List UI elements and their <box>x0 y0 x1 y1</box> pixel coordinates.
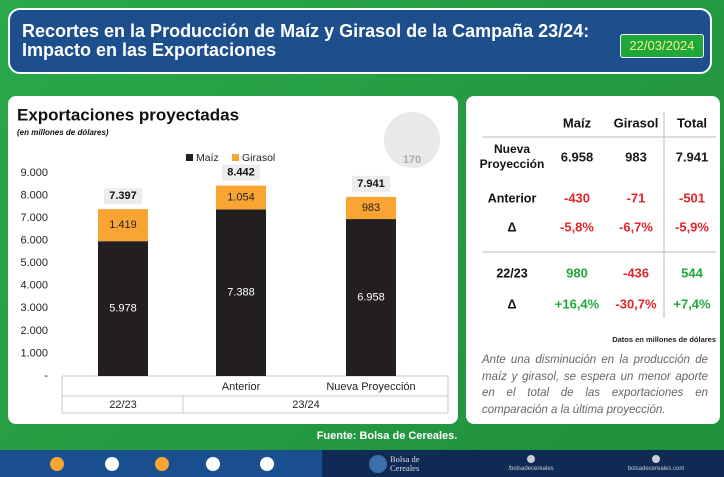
table-note: Datos en millones de dólares <box>612 335 716 344</box>
group-label: 23/24 <box>292 399 320 411</box>
y-tick-label: 2.000 <box>20 325 48 337</box>
y-tick-label: 6.000 <box>20 235 48 247</box>
total-box <box>104 188 142 205</box>
title-line: Recortes en la Producción de Maíz y Gira… <box>22 21 590 41</box>
table-panel <box>466 96 720 424</box>
icon[interactable] <box>105 457 119 471</box>
column-header: Girasol <box>614 115 659 130</box>
social-icon[interactable] <box>527 455 535 463</box>
bar <box>346 196 396 220</box>
column-header: Maíz <box>563 115 592 130</box>
comment: Ante una disminución en la producción de… <box>482 354 708 416</box>
row-label: Δ <box>508 297 517 311</box>
row-label: Anterior <box>488 191 537 205</box>
value-label: 6.958 <box>357 291 385 303</box>
group-label: 22/23 <box>109 399 137 411</box>
social[interactable]: /bolsadecereales <box>508 466 554 472</box>
value-label: 1.054 <box>227 191 255 203</box>
logo <box>369 455 387 473</box>
value-label: 7.388 <box>227 287 255 299</box>
bar <box>98 209 148 242</box>
value-label: 983 <box>362 202 380 214</box>
web[interactable]: bolsadecereales.com <box>627 466 685 472</box>
header: Recortes en la Producción de Maíz y Gira… <box>8 8 712 74</box>
y-tick-label: 4.000 <box>20 280 48 292</box>
source: Fuente: Bolsa de Cereales. <box>316 430 458 442</box>
column-header: Total <box>677 115 707 130</box>
cell: -436 <box>623 265 649 280</box>
cell: 544 <box>681 265 703 280</box>
header-title: Recortes en la Producción de Maíz y Gira… <box>22 22 589 60</box>
cell: 6.958 <box>561 149 594 164</box>
title-line: Impacto en las Exportaciones <box>22 40 277 60</box>
y-tick-label: 3.000 <box>20 302 48 314</box>
cell: 983 <box>625 149 647 164</box>
x-tick-label: Nueva Proyección <box>326 381 415 393</box>
y-tick-label: 9.000 <box>20 167 48 179</box>
badge-text: 170 <box>403 154 421 166</box>
icon[interactable] <box>260 457 274 471</box>
cell: -71 <box>627 190 646 205</box>
badge <box>384 112 440 168</box>
date: 22/03/2024 <box>620 34 704 58</box>
bar <box>98 241 148 376</box>
value-label: 5.978 <box>109 302 137 314</box>
legend-label: Girasol <box>242 152 275 164</box>
value-label: 1.419 <box>109 219 137 231</box>
icon[interactable] <box>50 457 64 471</box>
cell: -430 <box>564 190 590 205</box>
icon[interactable] <box>155 457 169 471</box>
total-label: 8.442 <box>227 166 255 178</box>
icon[interactable] <box>206 457 220 471</box>
cell: 980 <box>566 265 588 280</box>
legend-label: Maíz <box>196 152 219 164</box>
cell: +16,4% <box>555 296 600 311</box>
web-icon[interactable] <box>652 455 660 463</box>
cell: -6,7% <box>619 219 653 234</box>
cell: 7.941 <box>676 149 709 164</box>
total-label: 7.397 <box>109 190 137 202</box>
cell: -501 <box>679 190 705 205</box>
x-tick-label: Anterior <box>222 381 261 393</box>
y-tick-label: 1.000 <box>20 347 48 359</box>
footer-icons <box>50 455 660 473</box>
y-tick-label: 7.000 <box>20 212 48 224</box>
row-label: Nueva Proyección <box>480 142 545 171</box>
y-tick-label: 5.000 <box>20 257 48 269</box>
cell: -5,9% <box>675 219 709 234</box>
bar <box>216 209 266 376</box>
cell: +7,4% <box>673 296 711 311</box>
row-label: 22/23 <box>496 266 527 280</box>
chart-title: Exportaciones proyectadas <box>17 105 239 124</box>
footer: Bolsa de Cereales /bolsadecereales bolsa… <box>0 450 724 477</box>
cell: -5,8% <box>560 219 594 234</box>
y-tick-label: 8.000 <box>20 189 48 201</box>
row-label: Δ <box>508 220 517 234</box>
total-box <box>222 164 260 181</box>
bar <box>216 185 266 210</box>
legend-swatch <box>232 154 239 161</box>
cell: -30,7% <box>615 296 657 311</box>
brand: Bolsa de Cereales <box>390 454 420 473</box>
bar <box>346 219 396 376</box>
legend-swatch <box>186 154 193 161</box>
total-box <box>352 175 390 192</box>
chart-subtitle: (en millones de dólares) <box>17 128 109 137</box>
total-label: 7.941 <box>357 178 385 190</box>
y-tick-label: - <box>44 370 48 382</box>
